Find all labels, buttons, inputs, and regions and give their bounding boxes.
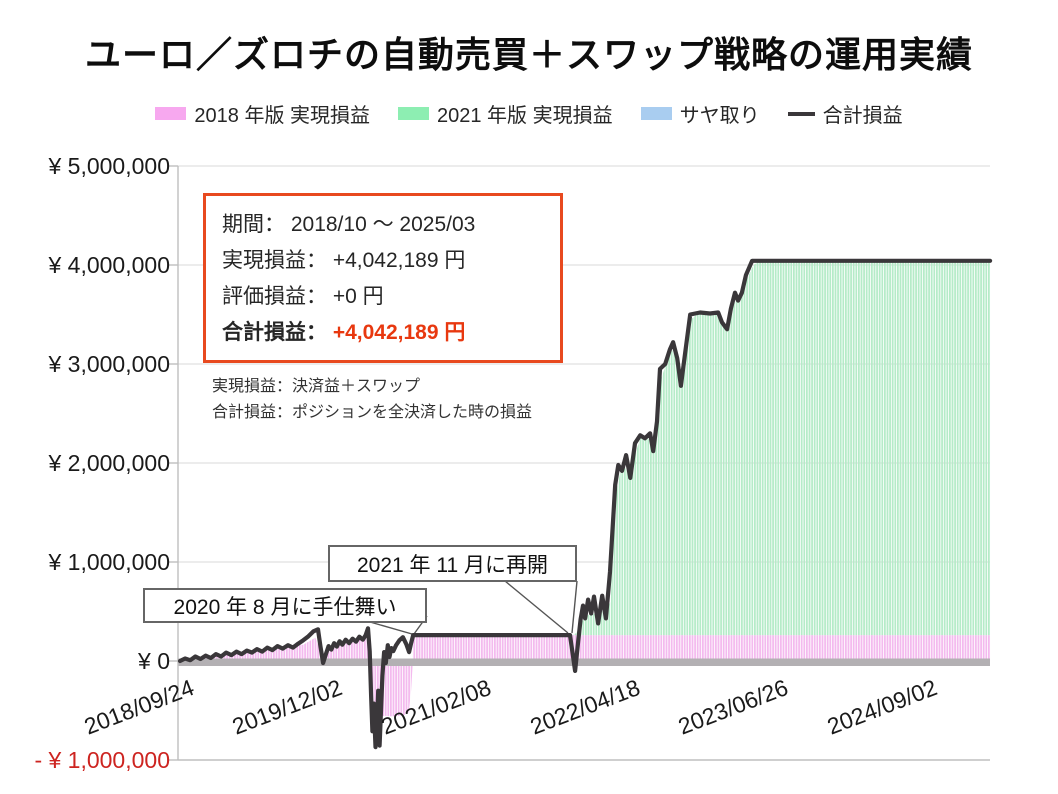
chart-notes: 実現損益：決済益＋スワップ 合計損益：ポジションを全決済した時の損益 [212, 374, 532, 426]
y-axis-label-1: ¥ 4,000,000 [48, 252, 170, 278]
legend-label-0: 2018 年版 実現損益 [194, 105, 370, 127]
legend-item-1: 2021 年版 実現損益 [398, 99, 613, 128]
info-row-0: 期間： 2018/10 ～ 2025/03 [222, 213, 476, 236]
y-axis-label-4: ¥ 1,000,000 [48, 549, 170, 575]
y-axis-label-5: ¥ 0 [138, 648, 170, 674]
leader-aug-2020 [369, 621, 413, 635]
legend-swatch-2 [640, 107, 672, 120]
leader-nov-2021 [504, 580, 569, 634]
zero-band [178, 658, 990, 666]
info-row-2: 評価損益： +0 円 [222, 285, 384, 308]
y-axis-label-0: ¥ 5,000,000 [48, 153, 170, 179]
note-line-1: 実現損益：決済益＋スワップ [212, 378, 421, 395]
note-line-2: 合計損益：ポジションを全決済した時の損益 [212, 404, 533, 421]
legend-label-2: サヤ取り [679, 105, 760, 127]
legend-item-3: 合計損益 [787, 99, 903, 128]
info-row-3: 合計損益： +4,042,189 円 [222, 321, 466, 344]
legend: 2018 年版 実現損益 2021 年版 実現損益 サヤ取り 合計損益 [0, 99, 1058, 128]
page-title: ユーロ／ズロチの自動売買＋スワップ戦略の運用実績 [84, 34, 973, 75]
legend-label-1: 2021 年版 実現損益 [437, 105, 613, 127]
legend-item-2: サヤ取り [640, 99, 760, 128]
y-axis-label-6: - ¥ 1,000,000 [34, 747, 170, 773]
y-axis-label-2: ¥ 3,000,000 [48, 351, 170, 377]
info-row-1: 実現損益： +4,042,189 円 [222, 249, 466, 272]
info-box: 期間： 2018/10 ～ 2025/03 実現損益： +4,042,189 円評… [203, 193, 563, 363]
legend-swatch-0 [155, 107, 187, 120]
callout-nov-2021-restart: 2021 年 11 月に再開 [328, 545, 577, 582]
total-line [177, 258, 993, 750]
legend-swatch-3 [787, 111, 815, 116]
legend-swatch-1 [398, 107, 429, 120]
legend-item-0: 2018 年版 実現損益 [155, 99, 370, 128]
legend-label-3: 合計損益 [822, 105, 903, 127]
callout-aug-2020-close: 2020 年 8 月に手仕舞い [143, 588, 427, 623]
y-axis-label-3: ¥ 2,000,000 [48, 450, 170, 476]
